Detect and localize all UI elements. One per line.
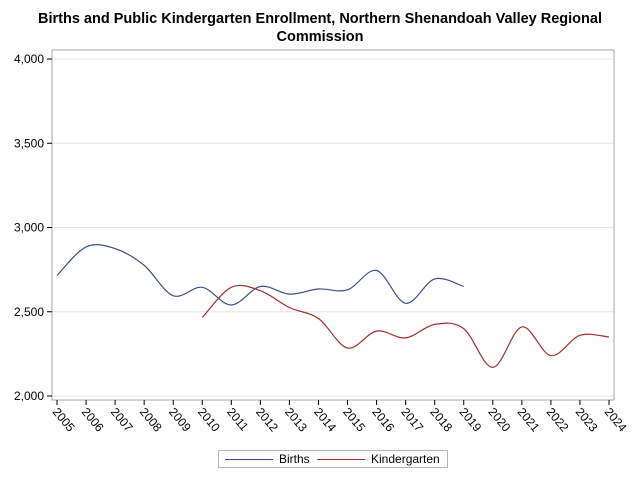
y-tick-label: 2,000 (14, 389, 44, 403)
x-tick-label: 2007 (108, 405, 136, 435)
x-tick-label: 2008 (137, 405, 165, 435)
x-tick-label: 2023 (573, 405, 601, 435)
legend-item-births: Births (225, 452, 310, 466)
x-tick-label: 2006 (79, 405, 107, 435)
legend-swatch-births (225, 458, 273, 460)
x-tick-label: 2018 (427, 405, 455, 435)
legend-label-births: Births (279, 452, 310, 466)
x-tick-label: 2022 (544, 405, 572, 435)
chart-title-line1: Births and Public Kindergarten Enrollmen… (38, 11, 602, 27)
x-tick-label: 2024 (602, 405, 630, 435)
legend-swatch-kindergarten (317, 458, 365, 460)
x-tick-label: 2011 (224, 405, 252, 434)
x-tick-label: 2020 (485, 405, 513, 435)
x-tick-label: 2014 (311, 405, 339, 435)
legend: Births Kindergarten (218, 450, 448, 468)
series-line-kindergarten (201, 284, 610, 369)
y-tick-label: 4,000 (14, 52, 44, 66)
legend-label-kindergarten: Kindergarten (371, 452, 440, 466)
x-tick-label: 2021 (515, 405, 543, 435)
y-tick-label: 3,000 (14, 221, 44, 235)
x-tick-label: 2012 (253, 405, 281, 435)
series-line-births (56, 244, 464, 306)
x-tick-label: 2009 (166, 405, 194, 435)
x-tick-label: 2013 (282, 405, 310, 435)
x-tick-label: 2017 (398, 405, 426, 435)
plot-frame (51, 49, 615, 401)
y-tick-label: 2,500 (14, 305, 44, 319)
x-tick-label: 2005 (50, 405, 78, 435)
x-tick-label: 2019 (456, 405, 484, 435)
chart-title: Births and Public Kindergarten Enrollmen… (0, 10, 640, 46)
x-tick-label: 2015 (340, 405, 368, 435)
legend-item-kindergarten: Kindergarten (317, 452, 440, 466)
x-tick-label: 2016 (369, 405, 397, 435)
y-tick-label: 3,500 (14, 136, 44, 150)
chart-title-line2: Commission (276, 29, 364, 45)
x-tick-label: 2010 (195, 405, 223, 435)
